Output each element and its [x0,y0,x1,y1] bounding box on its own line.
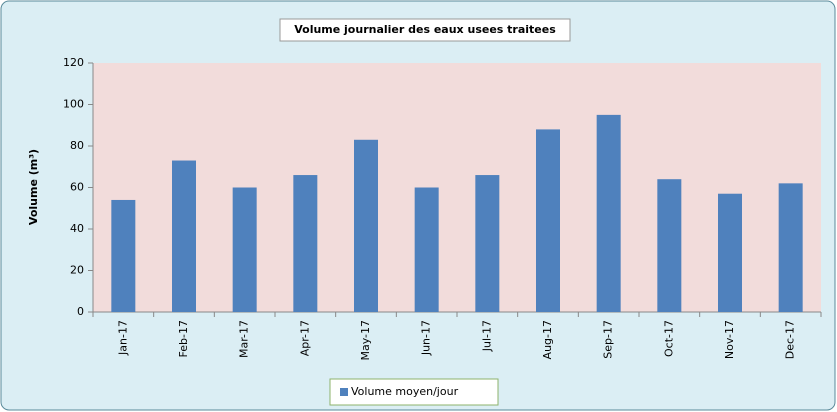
legend-box [329,378,499,406]
legend-label: Volume moyen/jour [351,385,459,398]
bar [596,114,621,312]
bar [293,175,318,312]
y-tick-label: 60 [70,181,84,194]
x-tick-label: Aug-17 [541,320,554,359]
bar [718,193,742,312]
x-tick-label: Nov-17 [723,320,736,359]
bar [657,179,682,312]
y-tick-label: 120 [63,56,84,69]
y-tick-label: 100 [63,98,84,111]
bar [778,183,803,312]
y-tick-label: 0 [77,305,84,318]
x-tick-label: Sep-17 [602,320,615,359]
legend-swatch [340,388,348,396]
bar [111,199,136,312]
y-tick-label: 40 [70,222,84,235]
y-axis-label: Volume (m³) [27,149,40,225]
bar [475,175,500,312]
bar [536,129,560,312]
x-tick-label: Jul-17 [480,320,493,352]
y-tick-label: 20 [70,264,84,277]
y-tick-label: 80 [70,139,84,152]
plot-area [93,63,821,312]
x-tick-label: May-17 [359,320,372,361]
x-tick-label: Jan-17 [116,320,129,356]
bar [354,139,378,312]
bar [414,187,439,312]
x-tick-label: Apr-17 [298,320,311,356]
x-tick-label: Jun-17 [420,320,433,356]
chart-title: Volume journalier des eaux usees traitee… [294,23,556,36]
bar [232,187,257,312]
x-tick-label: Dec-17 [784,320,797,359]
bar [172,160,196,312]
x-tick-label: Feb-17 [177,320,190,357]
title-box [279,18,571,42]
x-tick-label: Mar-17 [238,320,251,358]
x-tick-label: Oct-17 [662,320,675,357]
